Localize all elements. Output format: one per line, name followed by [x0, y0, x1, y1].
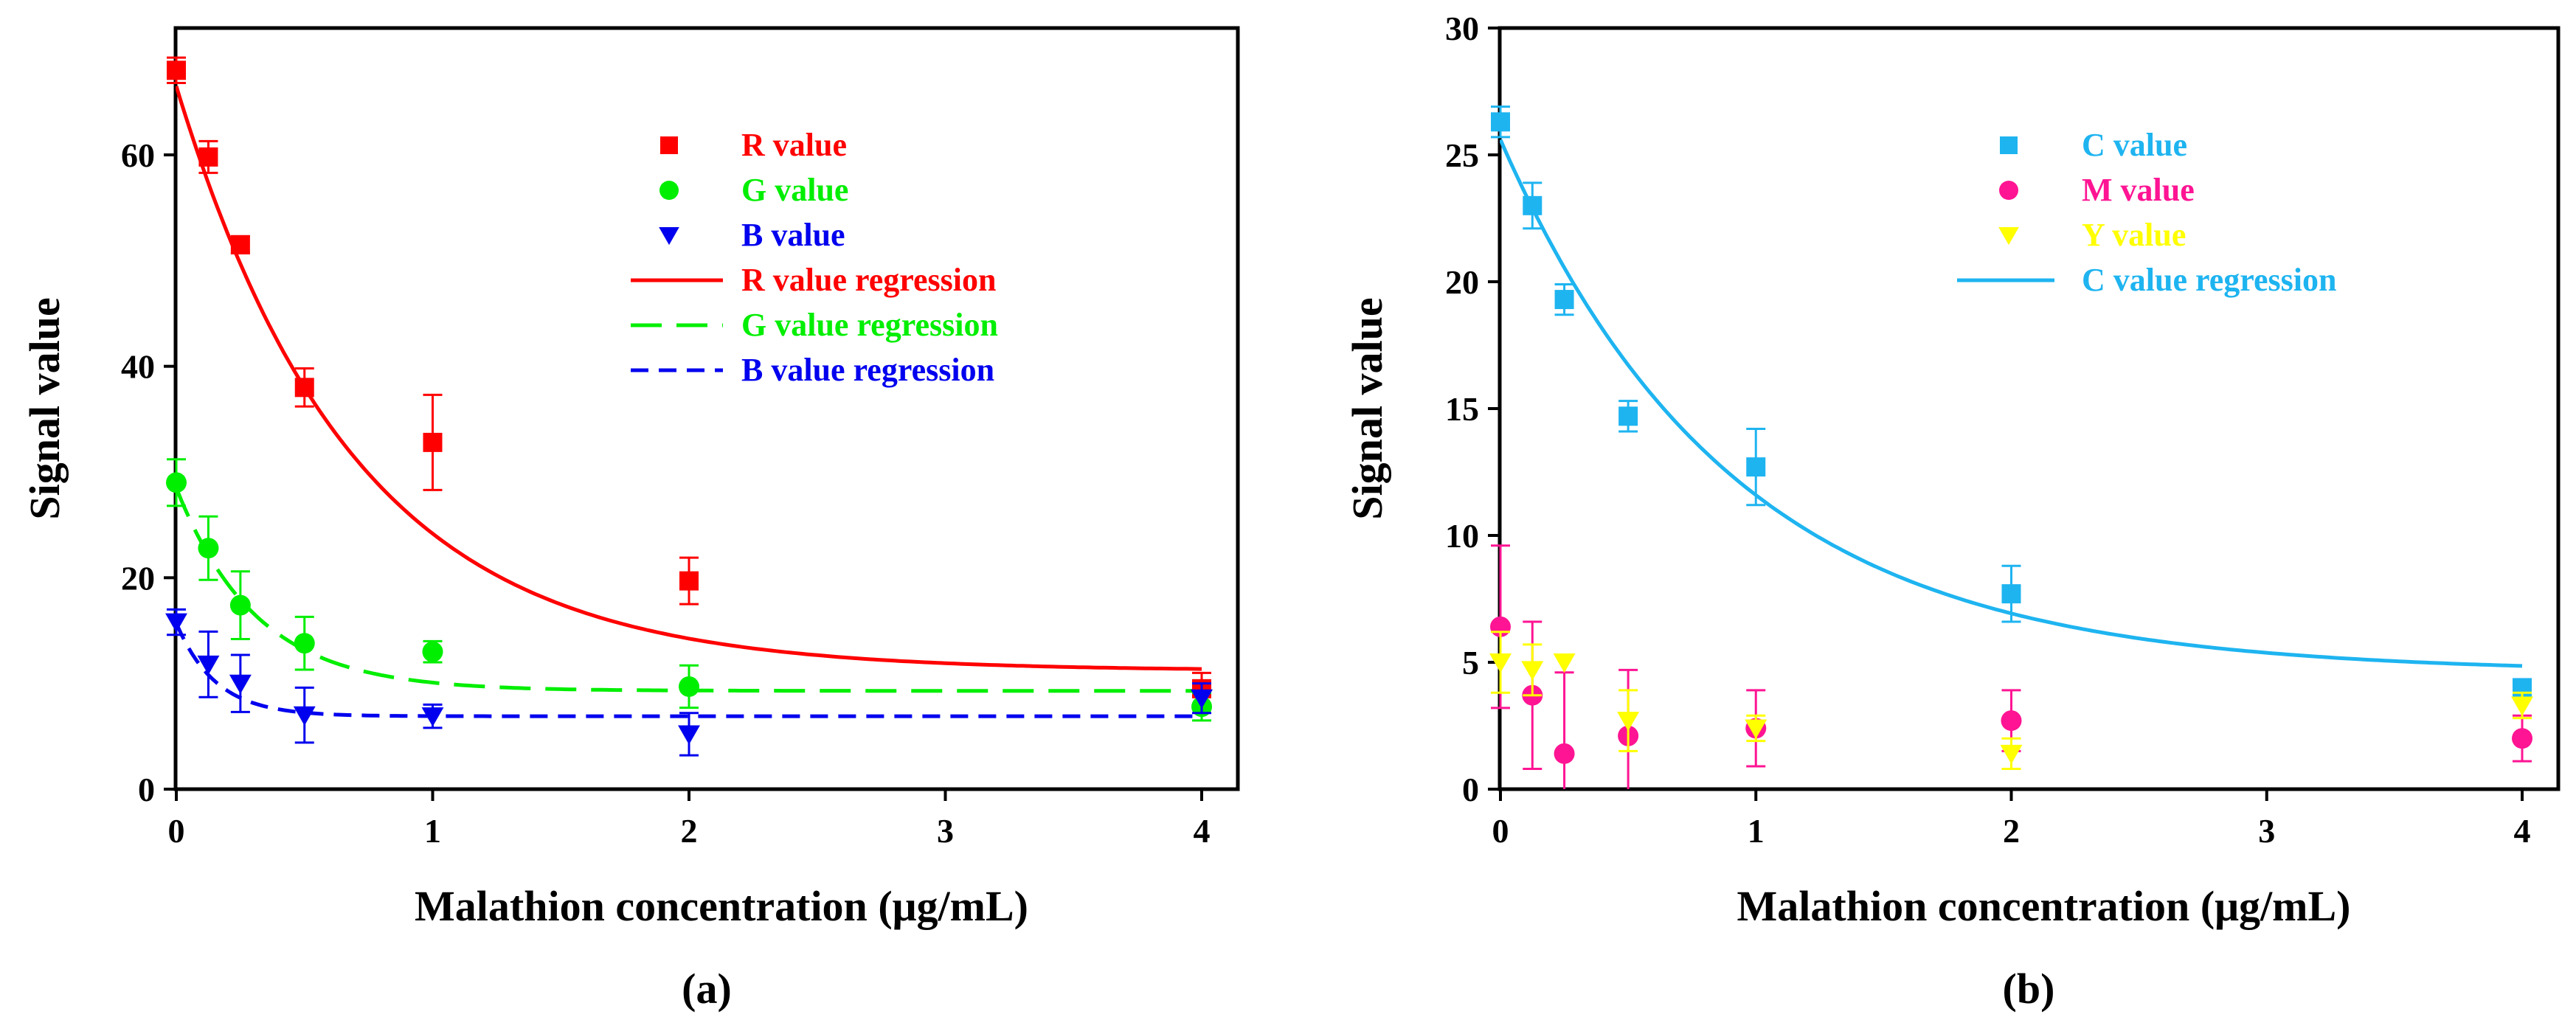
y-tick-label: 0 [138, 771, 155, 808]
data-point [1745, 719, 1767, 739]
x-tick-label: 0 [1492, 812, 1509, 850]
x-axis-label: Malathion concentration (μg/mL) [1737, 882, 2351, 930]
y-tick-label: 25 [1445, 136, 1479, 174]
data-point [2001, 710, 2022, 732]
g-value-series [166, 458, 1212, 722]
chart-panel-b: 0 1 2 3 4 0 5 10 15 20 25 30 Malathion concentration… [1343, 10, 2561, 1013]
data-point [1617, 712, 1640, 732]
data-point [1521, 661, 1544, 681]
data-point [2000, 744, 2023, 765]
data-point [165, 613, 187, 633]
y-tick-label: 15 [1445, 390, 1479, 428]
data-point [1553, 653, 1576, 673]
b-value-series [165, 608, 1213, 757]
legend-label: R value [741, 127, 847, 163]
c-value-series [1491, 105, 2532, 698]
y-tick-label: 0 [1462, 771, 1479, 808]
x-tick-label: 1 [424, 812, 441, 850]
data-point [421, 707, 444, 727]
data-point [1489, 653, 1512, 673]
data-point [167, 60, 186, 80]
y-axis-label: Signal value [1343, 297, 1391, 519]
legend: R value G value B value R value regression G… [631, 127, 998, 388]
data-point [294, 378, 314, 398]
x-tick-label: 3 [937, 812, 954, 850]
x-axis-label: Malathion concentration (μg/mL) [415, 882, 1028, 930]
legend-label: M value [2082, 172, 2195, 208]
data-point [422, 641, 443, 662]
x-tick-label: 1 [1748, 812, 1765, 850]
y-axis-label: Signal value [21, 297, 69, 519]
data-point [1618, 406, 1638, 426]
legend-marker [1998, 226, 2019, 246]
data-point [229, 594, 251, 616]
legend-label: G value [741, 172, 848, 208]
legend-label: R value regression [741, 262, 996, 298]
legend-label: B value [741, 217, 845, 253]
data-point [2001, 584, 2021, 604]
y-tick-label: 5 [1462, 644, 1479, 681]
panel-label: (a) [682, 965, 732, 1013]
x-tick-label: 3 [2258, 812, 2275, 850]
data-point [679, 676, 699, 697]
x-tick-label: 4 [2514, 812, 2531, 850]
legend-label: G value regression [741, 307, 998, 343]
data-point [198, 147, 218, 167]
legend-label: C value regression [2082, 262, 2336, 298]
data-point [197, 655, 220, 676]
y-tick-label: 60 [121, 136, 155, 174]
x-tick-label: 4 [1194, 812, 1211, 850]
data-point [229, 674, 252, 694]
legend-marker [660, 136, 678, 154]
legend-marker [1999, 181, 2018, 200]
legend-label: B value regression [741, 352, 994, 388]
data-point [2511, 696, 2533, 716]
legend-marker [2000, 136, 2018, 154]
y-tick-label: 20 [1445, 263, 1479, 301]
y-tick-label: 40 [121, 348, 155, 386]
data-point [294, 633, 315, 654]
legend: C value M value Y value C value regression [1957, 127, 2336, 298]
legend-marker [659, 181, 679, 200]
plot-frame [173, 26, 1240, 791]
data-point [1554, 743, 1575, 764]
y-tick-label: 10 [1445, 517, 1479, 555]
plot-frame [1498, 26, 2561, 791]
data-point [1191, 689, 1213, 709]
data-point [1491, 112, 1510, 132]
data-point [293, 706, 316, 726]
data-point [1523, 195, 1543, 215]
data-point [2512, 728, 2532, 749]
x-tick-label: 0 [168, 812, 185, 850]
y-tick-label: 30 [1445, 10, 1479, 47]
data-point [679, 571, 699, 591]
y-tick-label: 20 [121, 559, 155, 597]
r-value-regression-curve [176, 86, 1202, 671]
data-point [1746, 457, 1766, 477]
data-point [1554, 290, 1574, 310]
legend-label: Y value [2082, 217, 2186, 253]
legend-marker [659, 226, 679, 246]
data-point [678, 725, 700, 745]
panel-label: (b) [2003, 965, 2055, 1013]
b-value-regression-curve [176, 622, 1202, 718]
x-tick-label: 2 [681, 812, 698, 850]
data-point [230, 235, 250, 254]
x-tick-label: 2 [2003, 812, 2020, 850]
y-value-series [1489, 631, 2533, 770]
r-value-series [167, 56, 1211, 706]
legend-label: C value [2082, 127, 2187, 163]
data-point [166, 472, 187, 493]
data-point [423, 432, 443, 452]
data-point [198, 538, 219, 559]
